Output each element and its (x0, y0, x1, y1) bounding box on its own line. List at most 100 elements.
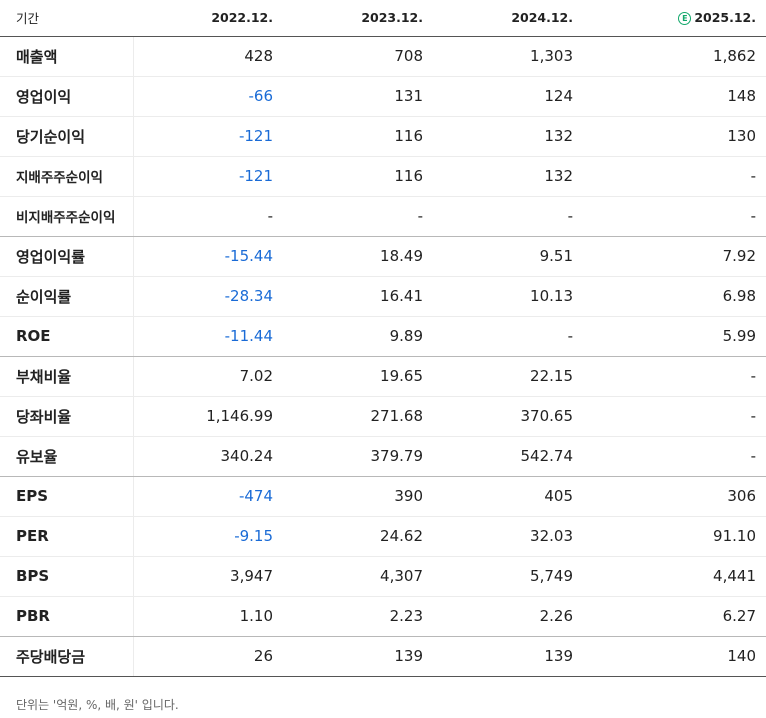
table-cell: 132 (433, 156, 583, 197)
table-cell: 9.89 (283, 316, 433, 357)
table-cell: 116 (283, 156, 433, 197)
table-cell: 5,749 (433, 556, 583, 597)
table-cell: 124 (433, 76, 583, 117)
period-header-label: 기간 (0, 0, 133, 37)
table-cell: 2.23 (283, 596, 433, 637)
table-cell: 1,862 (583, 36, 766, 77)
table-row: 영업이익 -66 131 124 148 (0, 76, 766, 117)
table-row: 당기순이익 -121 116 132 130 (0, 116, 766, 157)
table-row: PER -9.15 24.62 32.03 91.10 (0, 516, 766, 557)
table-cell: 7.02 (133, 356, 283, 397)
table-cell: - (433, 196, 583, 237)
period-header-2023: 2023.12. (283, 0, 433, 37)
table-row: 당좌비율 1,146.99 271.68 370.65- (0, 396, 766, 437)
table-cell: 390 (283, 476, 433, 517)
table-row: BPS 3,947 4,307 5,749 4,441 (0, 556, 766, 597)
row-label: 부채비율 (0, 356, 134, 397)
period-header-2024: 2024.12. (433, 0, 583, 37)
unit-footnote: 단위는 '억원, %, 배, 원' 입니다. (16, 698, 179, 712)
table-cell: -9.15 (133, 516, 283, 557)
table-cell: -66 (133, 76, 283, 117)
row-label: 지배주주순이익 (0, 156, 134, 197)
table-cell: -121 (133, 116, 283, 157)
row-label: 유보율 (0, 436, 134, 477)
table-cell: 148 (583, 76, 766, 117)
period-header-2022: 2022.12. (133, 0, 283, 37)
table-row: ROE -11.44 9.89-5.99 (0, 316, 766, 357)
table-cell: -15.44 (133, 236, 283, 277)
table-cell: 24.62 (283, 516, 433, 557)
table-cell: - (583, 156, 766, 197)
table-row: 영업이익률 -15.44 18.49 9.51 7.92 (0, 236, 766, 277)
table-cell: 306 (583, 476, 766, 517)
table-cell: 26 (133, 636, 283, 677)
table-cell: 10.13 (433, 276, 583, 317)
table-row: 비지배주주순이익 - - - - (0, 196, 766, 237)
table-row: 유보율 340.24 379.79 542.74- (0, 436, 766, 477)
table-cell: 340.24 (133, 436, 283, 477)
table-cell: 271.68 (283, 396, 433, 437)
financial-table: 기간 2022.12. 2023.12. 2024.12. E 2025.12. … (0, 0, 766, 677)
table-cell: - (583, 356, 766, 397)
table-cell: -28.34 (133, 276, 283, 317)
table-cell: 708 (283, 36, 433, 77)
table-cell: - (583, 196, 766, 237)
table-cell: 139 (433, 636, 583, 677)
table-cell: 130 (583, 116, 766, 157)
table-cell: 6.27 (583, 596, 766, 637)
table-row: 순이익률 -28.34 16.41 10.13 6.98 (0, 276, 766, 317)
table-cell: 91.10 (583, 516, 766, 557)
table-cell: 132 (433, 116, 583, 157)
row-label: PBR (0, 596, 134, 637)
table-cell: 19.65 (283, 356, 433, 397)
table-cell: 16.41 (283, 276, 433, 317)
table-cell: - (583, 396, 766, 437)
table-cell: 140 (583, 636, 766, 677)
table-cell: 379.79 (283, 436, 433, 477)
row-label: 당좌비율 (0, 396, 134, 437)
table-cell: -11.44 (133, 316, 283, 357)
row-label: 주당배당금 (0, 636, 134, 677)
table-cell: 7.92 (583, 236, 766, 277)
estimate-badge-icon: E (678, 12, 692, 26)
table-cell: -474 (133, 476, 283, 517)
table-row: 부채비율 7.02 19.65 22.15- (0, 356, 766, 397)
table-cell: -121 (133, 156, 283, 197)
table-row: PBR 1.10 2.23 2.26 6.27 (0, 596, 766, 637)
table-row: EPS -474 390 405 306 (0, 476, 766, 517)
table-cell: 1,146.99 (133, 396, 283, 437)
table-row: 주당배당금 26 139 139 140 (0, 636, 766, 677)
table-cell: 405 (433, 476, 583, 517)
row-label: 영업이익 (0, 76, 134, 117)
table-cell: 3,947 (133, 556, 283, 597)
table-row: 매출액 428 708 1,303 1,862 (0, 36, 766, 77)
table-cell: - (583, 436, 766, 477)
table-cell: 9.51 (433, 236, 583, 277)
table-cell: 2.26 (433, 596, 583, 637)
table-cell: 116 (283, 116, 433, 157)
table-cell: 131 (283, 76, 433, 117)
table-cell: 139 (283, 636, 433, 677)
table-cell: 22.15 (433, 356, 583, 397)
table-cell: 428 (133, 36, 283, 77)
table-cell: 18.49 (283, 236, 433, 277)
table-cell: - (283, 196, 433, 237)
table-cell: - (133, 196, 283, 237)
row-label: 당기순이익 (0, 116, 134, 157)
table-cell: 542.74 (433, 436, 583, 477)
period-header-2025: E 2025.12. (583, 0, 766, 37)
row-label: 매출액 (0, 36, 134, 77)
table-cell: - (433, 316, 583, 357)
table-cell: 1.10 (133, 596, 283, 637)
row-label: 비지배주주순이익 (0, 196, 134, 237)
table-cell: 5.99 (583, 316, 766, 357)
table-header-row: 기간 2022.12. 2023.12. 2024.12. E 2025.12. (0, 0, 766, 37)
row-label: ROE (0, 316, 134, 357)
row-label: 영업이익률 (0, 236, 134, 277)
row-label: BPS (0, 556, 134, 597)
table-cell: 6.98 (583, 276, 766, 317)
row-label: EPS (0, 476, 134, 517)
table-cell: 370.65 (433, 396, 583, 437)
period-header-2025-label: 2025.12. (694, 10, 756, 26)
table-cell: 32.03 (433, 516, 583, 557)
